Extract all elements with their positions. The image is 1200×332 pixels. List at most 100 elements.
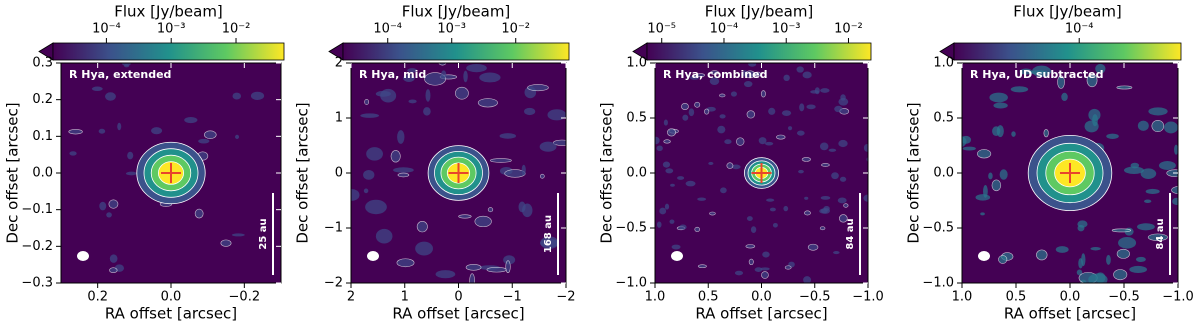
emission-blob xyxy=(769,207,776,212)
scale-label: 25 au xyxy=(258,218,269,249)
emission-blob xyxy=(1032,65,1052,77)
emission-blob xyxy=(688,108,695,117)
emission-blob xyxy=(375,228,393,244)
y-tick-label: 0.2 xyxy=(32,92,53,107)
y-tick-label: 0.3 xyxy=(32,56,53,71)
panel-annotation: R Hya, extended xyxy=(69,68,171,81)
x-tick-label: −1.0 xyxy=(1162,290,1194,305)
emission-blob xyxy=(365,199,387,215)
emission-blob xyxy=(423,107,431,116)
emission-blob xyxy=(127,151,134,160)
colorbar-tick-label: 10⁻⁴ xyxy=(92,22,121,37)
emission-blob xyxy=(109,267,118,274)
emission-blob xyxy=(758,137,767,145)
emission-blob xyxy=(1118,237,1137,249)
y-tick-label: −0.5 xyxy=(922,221,954,236)
emission-blob xyxy=(999,169,1008,180)
emission-blob xyxy=(833,250,840,255)
emission-blob xyxy=(831,172,839,180)
panel-annotation: R Hya, mid xyxy=(359,68,426,81)
emission-blob xyxy=(962,146,976,151)
emission-blob xyxy=(664,203,670,210)
emission-blob xyxy=(798,169,804,174)
emission-blob xyxy=(499,133,517,139)
emission-blob xyxy=(677,176,685,180)
emission-blob xyxy=(988,172,993,180)
emission-blob xyxy=(1164,121,1178,134)
emission-blob xyxy=(68,129,83,135)
emission-blob xyxy=(232,92,242,100)
y-tick-label: −2 xyxy=(324,276,343,291)
colorbar xyxy=(953,42,1182,61)
emission-blob xyxy=(351,189,360,201)
emission-blob xyxy=(839,176,847,182)
x-axis-label: RA offset [arcsec] xyxy=(695,305,827,323)
emission-blob xyxy=(665,168,674,174)
colorbar-label: Flux [Jy/beam] xyxy=(1013,3,1122,21)
y-tick-label: 0.0 xyxy=(626,166,647,181)
y-tick-label: 1.0 xyxy=(933,56,954,71)
emission-blob xyxy=(787,126,793,131)
colorbar-tick-label: 10⁻² xyxy=(501,22,530,37)
emission-blob xyxy=(425,89,431,102)
emission-blob xyxy=(704,108,710,115)
emission-blob xyxy=(415,241,433,256)
emission-blob xyxy=(819,142,829,151)
emission-blob xyxy=(566,167,571,180)
emission-blob xyxy=(760,90,766,98)
emission-blob xyxy=(667,128,676,137)
emission-blob xyxy=(695,73,706,78)
y-tick-label: −0.1 xyxy=(21,202,53,217)
emission-blob xyxy=(1010,86,1029,93)
image xyxy=(61,63,281,283)
colorbar-tick-label: 10⁻³ xyxy=(157,22,186,37)
emission-blob xyxy=(708,161,714,166)
emission-blob xyxy=(1151,119,1165,133)
x-axis-label: RA offset [arcsec] xyxy=(1004,305,1136,323)
colorbar-label: Flux [Jy/beam] xyxy=(402,3,511,21)
emission-blob xyxy=(724,139,732,145)
emission-blob xyxy=(820,88,830,93)
emission-blob xyxy=(397,130,405,144)
emission-blob xyxy=(828,148,837,152)
y-tick-label: 1.0 xyxy=(626,56,647,71)
emission-blob xyxy=(717,125,726,134)
panel-annotation: R Hya, combined xyxy=(663,68,767,81)
emission-blob xyxy=(407,68,418,73)
emission-blob xyxy=(1036,249,1048,261)
emission-blob xyxy=(455,86,469,100)
emission-blob xyxy=(1019,68,1033,75)
emission-blob xyxy=(1116,85,1133,90)
image xyxy=(655,63,868,283)
scale-label: 168 au xyxy=(543,215,554,253)
colorbar xyxy=(342,42,570,61)
emission-blob xyxy=(547,109,566,121)
emission-blob xyxy=(1106,254,1111,265)
emission-blob xyxy=(736,137,745,146)
y-tick-label: −0.3 xyxy=(21,276,53,291)
y-tick-label: −0.2 xyxy=(21,239,53,254)
emission-blob xyxy=(772,222,778,228)
emission-blob xyxy=(424,72,447,86)
emission-blob xyxy=(837,197,847,204)
emission-blob xyxy=(655,177,656,180)
emission-blob xyxy=(458,214,472,219)
emission-blob xyxy=(363,188,369,194)
x-tick-label: 0 xyxy=(454,290,462,305)
y-axis-label: Dec offset [arcsec] xyxy=(598,102,616,243)
x-tick-label: 1 xyxy=(401,290,409,305)
y-axis-label: Dec offset [arcsec] xyxy=(294,102,312,243)
emission-blob xyxy=(734,270,744,276)
colorbar-tick-label: 10⁻² xyxy=(222,22,251,37)
emission-blob xyxy=(710,70,720,75)
emission-blob xyxy=(1113,269,1128,281)
emission-blob xyxy=(726,162,734,169)
panel-annotation: R Hya, UD subtracted xyxy=(970,68,1103,81)
emission-blob xyxy=(403,74,415,82)
emission-blob xyxy=(151,127,163,135)
y-tick-label: 0.5 xyxy=(933,111,954,126)
emission-blob xyxy=(823,206,830,211)
emission-blob xyxy=(753,71,762,77)
emission-blob xyxy=(1137,223,1155,231)
